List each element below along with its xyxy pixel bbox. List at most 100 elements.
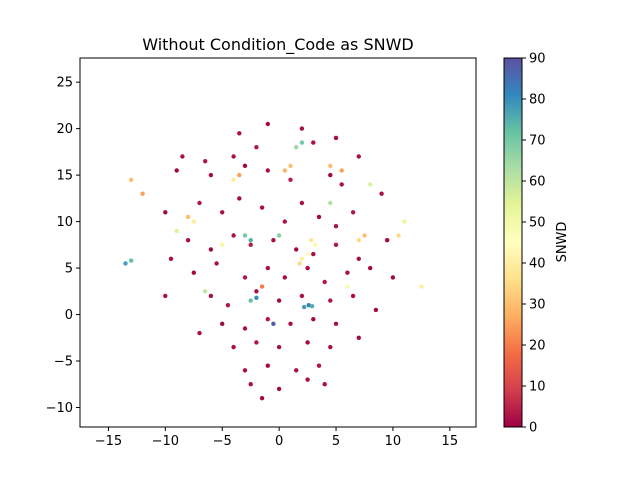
scatter-point <box>322 382 327 387</box>
scatter-point <box>163 293 168 299</box>
x-axis: −15 −10 −5 0 5 10 15 <box>95 427 458 449</box>
scatter-point <box>254 289 259 294</box>
scatter-point <box>203 289 208 294</box>
colorbar-tick-label: 0 <box>529 421 537 436</box>
scatter-point <box>311 317 316 322</box>
scatter-point <box>265 265 270 271</box>
scatter-points <box>123 121 424 401</box>
scatter-point <box>333 135 339 141</box>
scatter-point <box>294 368 299 373</box>
scatter-point <box>316 363 322 368</box>
scatter-point <box>333 242 339 247</box>
scatter-point <box>231 344 236 350</box>
scatter-point <box>129 177 134 182</box>
scatter-point <box>168 256 174 261</box>
scatter-point <box>311 140 316 145</box>
colorbar-axis: 0 10 20 30 40 50 60 70 80 90 <box>522 52 546 436</box>
scatter-point <box>339 182 344 187</box>
scatter-point <box>299 126 305 131</box>
scatter-point <box>328 298 333 303</box>
scatter-point <box>313 242 318 247</box>
x-tick-label: 5 <box>332 434 340 449</box>
scatter-point <box>305 251 310 257</box>
scatter-point <box>265 168 270 173</box>
scatter-point <box>265 317 270 322</box>
scatter-point <box>248 238 253 243</box>
colorbar-tick-label: 60 <box>529 175 546 190</box>
scatter-point <box>333 321 339 326</box>
scatter-point <box>276 298 282 303</box>
scatter-point <box>305 377 310 382</box>
scatter-point <box>350 210 356 215</box>
scatter-point <box>339 168 344 173</box>
colorbar-tick-label: 80 <box>529 93 546 108</box>
scatter-point <box>356 256 361 261</box>
scatter-point <box>288 163 293 168</box>
scatter-point <box>220 242 225 247</box>
scatter-point <box>373 307 379 313</box>
scatter-point <box>237 131 242 136</box>
x-tick-label: 15 <box>442 434 459 449</box>
scatter-point <box>299 200 305 206</box>
scatter-point <box>328 172 333 178</box>
x-tick-label: −5 <box>213 434 232 449</box>
scatter-point <box>254 340 259 345</box>
scatter-point <box>174 228 179 234</box>
scatter-point <box>282 168 287 173</box>
y-tick-label: 25 <box>56 76 73 91</box>
colorbar-tick-label: 10 <box>529 380 546 395</box>
scatter-point <box>305 340 310 345</box>
x-tick-label: −10 <box>152 434 179 449</box>
scatter-point <box>396 233 401 238</box>
scatter-point <box>271 321 276 326</box>
scatter-point <box>276 344 282 350</box>
colorbar-frame <box>503 57 523 428</box>
scatter-point <box>402 219 407 224</box>
scatter-point <box>259 396 265 401</box>
scatter-point <box>197 200 202 206</box>
scatter-point <box>208 172 214 178</box>
scatter-point <box>356 154 361 159</box>
scatter-point <box>322 279 327 285</box>
colorbar <box>504 58 522 427</box>
scatter-point <box>231 233 236 238</box>
scatter-point <box>259 205 265 210</box>
scatter-point <box>185 238 191 243</box>
scatter-point <box>242 163 248 168</box>
y-tick-label: 15 <box>56 169 73 184</box>
scatter-point <box>191 219 196 224</box>
scatter-point <box>368 182 373 187</box>
y-tick-label: 20 <box>56 122 73 137</box>
scatter-point <box>254 295 259 300</box>
y-tick-label: −10 <box>46 401 73 416</box>
scatter-point <box>316 214 322 220</box>
scatter-point <box>305 265 310 271</box>
x-tick-label: 10 <box>385 434 402 449</box>
colorbar-tick-label: 70 <box>529 134 546 149</box>
scatter-point <box>220 210 225 215</box>
colorbar-tick-label: 20 <box>529 339 546 354</box>
y-tick-label: −5 <box>54 355 73 370</box>
scatter-point <box>265 363 270 368</box>
chart-title: Without Condition_Code as SNWD <box>142 35 414 55</box>
scatter-point <box>242 326 248 331</box>
scatter-point <box>328 163 333 168</box>
scatter-point <box>225 303 231 308</box>
scatter-point <box>231 177 236 182</box>
y-tick-label: 10 <box>56 215 73 230</box>
scatter-point <box>288 177 293 182</box>
scatter-point <box>328 344 333 350</box>
scatter-point <box>306 303 311 308</box>
scatter-point <box>208 293 214 299</box>
scatter-point <box>276 386 282 392</box>
colorbar-tick-label: 50 <box>529 216 546 231</box>
scatter-point <box>129 258 134 263</box>
scatter-point <box>282 275 287 280</box>
scatter-point <box>242 233 248 238</box>
scatter-point <box>237 172 242 178</box>
scatter-point <box>265 121 270 127</box>
scatter-point <box>276 233 282 238</box>
scatter-point <box>259 284 265 289</box>
scatter-point <box>231 154 236 159</box>
